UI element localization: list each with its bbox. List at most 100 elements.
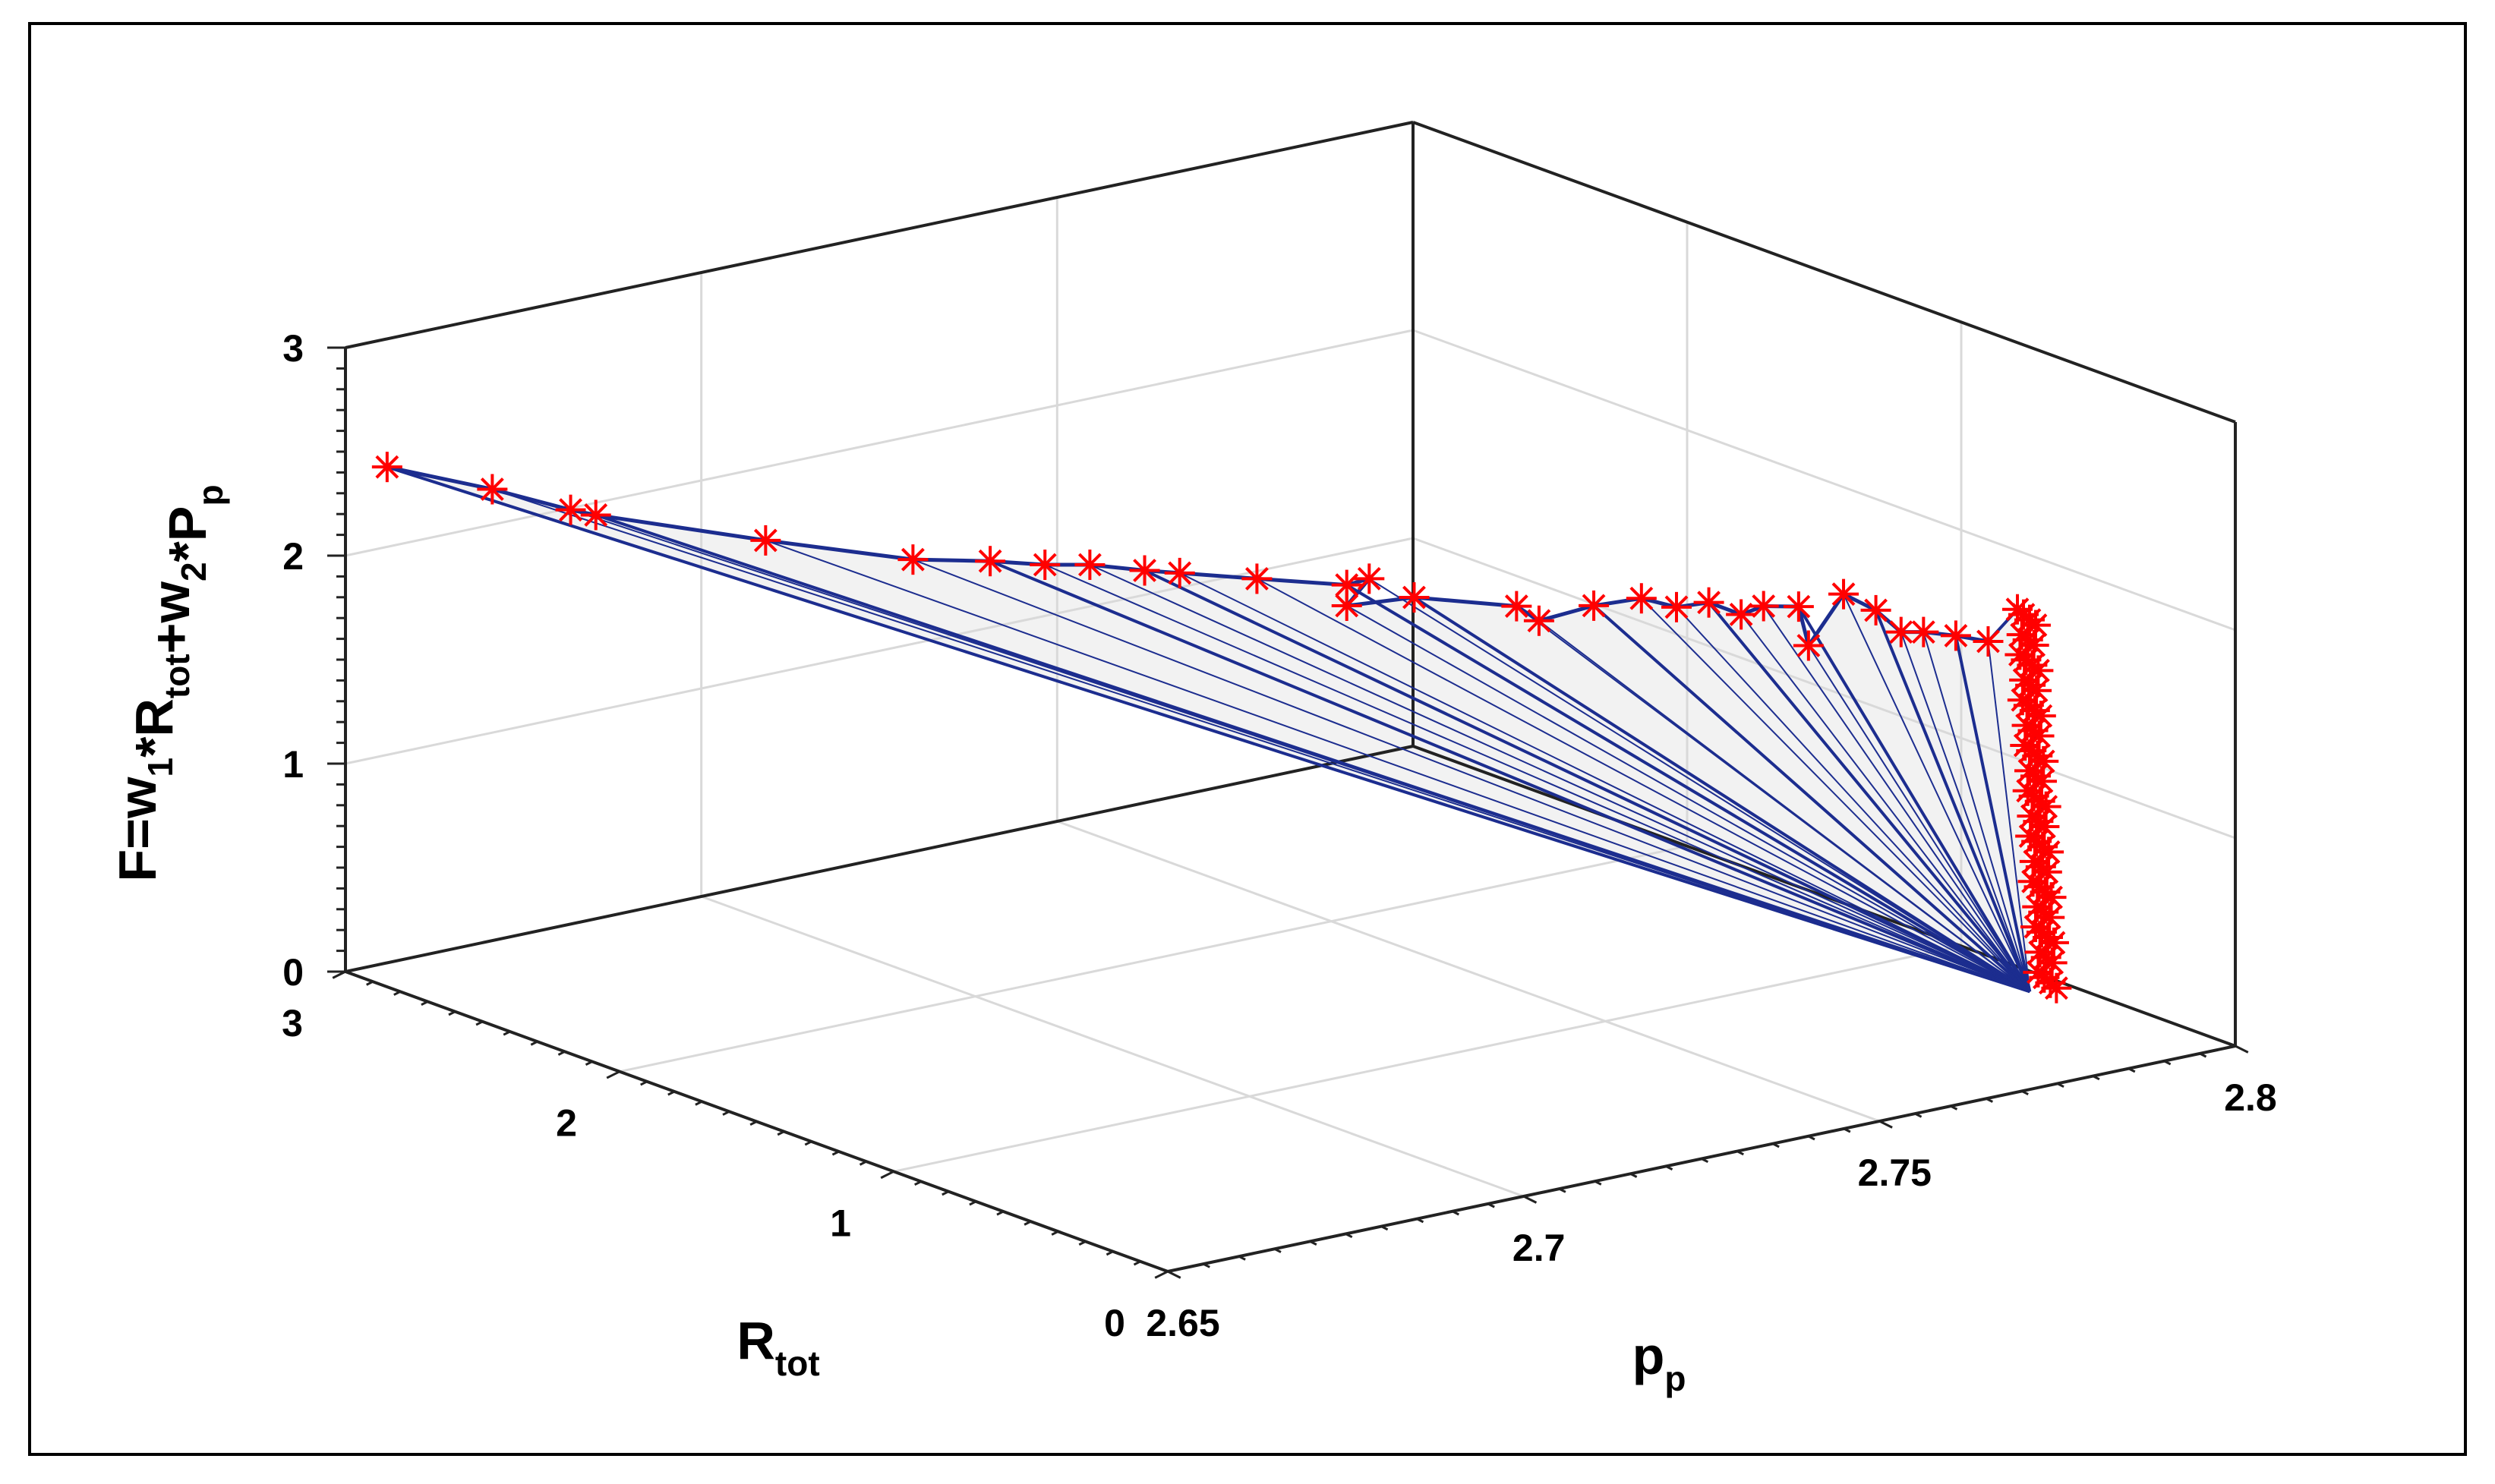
marker-stroke (1335, 594, 1359, 618)
x-tick-major (1522, 1195, 1538, 1204)
fan-line (1797, 606, 2032, 993)
y-tick-minor (1024, 1220, 1032, 1226)
y-tick-minor (914, 1180, 922, 1186)
marker-stroke (1831, 582, 1856, 607)
data-point (1793, 630, 1824, 661)
grid-line-y-floor (893, 944, 1962, 1173)
y-tick-minor (1106, 1250, 1114, 1256)
x-tick-minor (1238, 1255, 1246, 1261)
y-tick-minor (831, 1150, 840, 1156)
marker-stroke (1729, 603, 1753, 626)
y-tick-minor (640, 1080, 648, 1086)
fan-line (1089, 564, 2030, 993)
x-tick-minor (1452, 1210, 1460, 1216)
x-tick-minor (1309, 1240, 1317, 1246)
marker-stroke (1697, 591, 1721, 615)
x-tick-minor (2056, 1082, 2064, 1089)
y-tick-minor (530, 1040, 538, 1046)
x-tick-label: 2.8 (2224, 1076, 2277, 1119)
x-tick-minor (1380, 1225, 1389, 1231)
marker-stroke (1889, 620, 1913, 644)
x-tick-minor (1950, 1104, 1958, 1111)
y-tick-minor (393, 990, 401, 996)
x-tick-major (1878, 1120, 1893, 1129)
marker-stroke (1133, 559, 1156, 582)
x-tick-minor (1345, 1233, 1353, 1239)
marker-stroke (1664, 595, 1689, 619)
y-tick-minor (777, 1130, 785, 1136)
data-point (975, 546, 1006, 577)
data-point (1399, 582, 1430, 613)
fan-line (1676, 607, 2031, 992)
grid-line-y-floor (619, 845, 1688, 1073)
z-tick-label: 3 (282, 327, 304, 370)
x-axis-label: pp (1632, 1326, 1686, 1398)
marker-stroke (584, 503, 608, 527)
z-tick-label: 1 (282, 743, 304, 786)
x-tick-label: 2.75 (1858, 1152, 1932, 1194)
x-tick-minor (1701, 1158, 1709, 1164)
x-tick-minor (2128, 1067, 2136, 1073)
marker-stroke (1582, 594, 1606, 618)
fan-line (1708, 601, 2031, 993)
data-point (1783, 591, 1814, 622)
marker-stroke (1168, 561, 1192, 585)
y-tick-major (880, 1170, 894, 1180)
marker-stroke (1752, 594, 1776, 618)
data-point (1354, 563, 1385, 594)
data-point (1523, 605, 1554, 636)
data-point (1860, 594, 1891, 625)
data-point (1973, 625, 2004, 657)
data-point (2041, 972, 2072, 1004)
fan-line (386, 465, 2030, 994)
data-point (580, 499, 611, 531)
marker-stroke (375, 455, 399, 479)
fan-line (1345, 583, 2031, 993)
labels: 2.65 2.7 2.75 2.8 0 1 2 3 0 1 2 3 pp Rtot F=w1*Rtot+w2… (108, 327, 2277, 1398)
y-tick-minor (475, 1020, 484, 1026)
x-tick-minor (1273, 1247, 1282, 1253)
fan-line (1179, 572, 2030, 993)
marker-stroke (1629, 586, 1654, 610)
data-point (1940, 620, 1971, 651)
y-tick-minor (366, 980, 374, 986)
x-tick-minor (1914, 1112, 1923, 1118)
data-point (750, 525, 781, 556)
data-point (1748, 591, 1779, 622)
grid-line-x-floor (701, 895, 1525, 1198)
box-edge (1412, 745, 2236, 1048)
grid-line-x-floor (1056, 820, 1880, 1123)
data-point (897, 544, 929, 575)
fan-line (989, 559, 2031, 994)
data-point (1693, 587, 1724, 618)
fan-line (913, 559, 2030, 993)
data-point (555, 494, 586, 525)
y-tick-minor (557, 1050, 566, 1056)
x-tick-minor (1629, 1172, 1638, 1178)
x-tick-minor (1487, 1202, 1495, 1208)
x-tick-major (1167, 1270, 1181, 1279)
z-tick-label: 2 (282, 535, 304, 578)
figure-frame (28, 22, 2467, 1456)
marker-stroke (1077, 553, 1102, 577)
box-edge (345, 121, 1414, 349)
marker-stroke (1944, 623, 1968, 647)
x-tick-minor (2199, 1052, 2207, 1058)
y-tick-label: 0 (1104, 1302, 1125, 1344)
x-tick-minor (2163, 1060, 2172, 1066)
x-tick-minor (1772, 1142, 1780, 1148)
fan-line (1346, 605, 2030, 993)
fan-line (1874, 610, 2032, 993)
grid-line-z-side (1412, 537, 2236, 840)
fan-line (1987, 641, 2031, 992)
marker-stroke (2044, 976, 2068, 1000)
data-point (371, 452, 402, 483)
fan-line (1900, 632, 2031, 992)
marker-stroke (480, 477, 504, 501)
y-tick-minor (942, 1190, 949, 1196)
fan-line (1256, 578, 2030, 993)
fan-line (1044, 564, 2030, 993)
y-tick-major (606, 1070, 620, 1079)
marker-stroke (1504, 594, 1528, 619)
